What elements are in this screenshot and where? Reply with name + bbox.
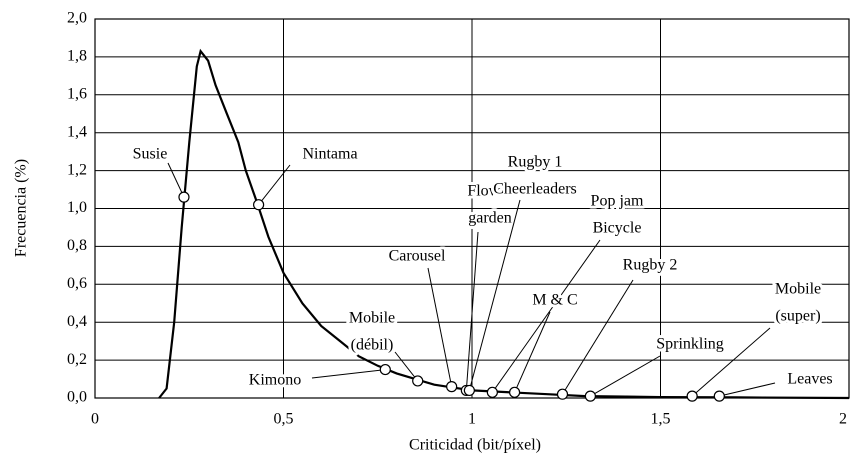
annotation-label: Leaves (787, 371, 832, 388)
plot-frame (94, 18, 850, 399)
y-tick-label: 1,4 (67, 123, 87, 140)
annotation-label: Mobile (775, 281, 821, 298)
annotation-point (412, 375, 424, 387)
annotation-point (486, 386, 498, 398)
y-tick-label: 1,0 (67, 199, 87, 216)
pointer (719, 382, 776, 397)
annotation-label: Nintama (302, 146, 357, 163)
y-tick-label: 1,8 (67, 48, 87, 65)
annotation-point (584, 390, 596, 402)
pointer (167, 162, 185, 198)
y-tick-label: 1,2 (67, 161, 87, 178)
pointer (468, 199, 521, 391)
annotation-point (686, 390, 698, 402)
x-tick-label: 2 (839, 411, 847, 428)
annotation-label: Sprinkling (656, 336, 724, 353)
x-axis-title: Criticidad (bit/píxel) (409, 437, 541, 454)
annotation-label: Kimono (249, 372, 301, 389)
x-tick-label: 1,5 (651, 411, 671, 428)
annotation-point (556, 388, 569, 400)
y-axis-title: Frecuencia (%) (13, 159, 30, 257)
annotation-label: garden (468, 210, 512, 227)
y-tick-label: 0,0 (67, 389, 87, 406)
y-tick-label: 1,6 (67, 85, 87, 102)
annotation-point (463, 384, 475, 397)
x-tick-label: 0,5 (274, 411, 294, 428)
annotation-point (379, 363, 391, 376)
annotation-label: Flower (467, 183, 513, 200)
annotation-label: Pop jam (591, 193, 644, 210)
pointer (514, 311, 551, 393)
x-tick-label: 0 (91, 411, 99, 428)
pointer (394, 351, 419, 382)
annotation-label: Rugby 2 (623, 257, 678, 274)
annotation-point (446, 381, 458, 393)
y-tick-label: 0,8 (67, 237, 87, 254)
y-tick-label: 0,2 (67, 351, 87, 368)
pointer (691, 327, 771, 397)
annotation-label: (débil) (351, 337, 394, 354)
annotation-label: Bicycle (593, 220, 642, 237)
pointer (465, 231, 479, 391)
annotation-label: Susie (133, 146, 168, 163)
annotation-label: Carousel (389, 248, 446, 265)
y-tick-label: 0,4 (67, 313, 87, 330)
annotation-label: (super) (775, 308, 820, 325)
pointer (311, 369, 386, 379)
pointer (491, 239, 601, 393)
annotation-label: M & C (532, 292, 577, 309)
pointer (258, 164, 291, 206)
annotation-point (713, 390, 725, 402)
y-tick-label: 0,6 (67, 275, 87, 292)
annotation-label: Rugby 1 (508, 154, 563, 171)
annotation-label: Mobile (349, 310, 395, 327)
x-tick-label: 1 (468, 411, 476, 428)
annotation-point (253, 199, 265, 211)
annotation-label: Cheerleaders (493, 181, 577, 198)
annotation-point (509, 386, 521, 398)
pointer (427, 267, 453, 387)
y-tick-label: 2,0 (67, 10, 87, 27)
annotation-point (178, 191, 190, 203)
pointer (562, 279, 634, 395)
pointer (590, 355, 661, 397)
